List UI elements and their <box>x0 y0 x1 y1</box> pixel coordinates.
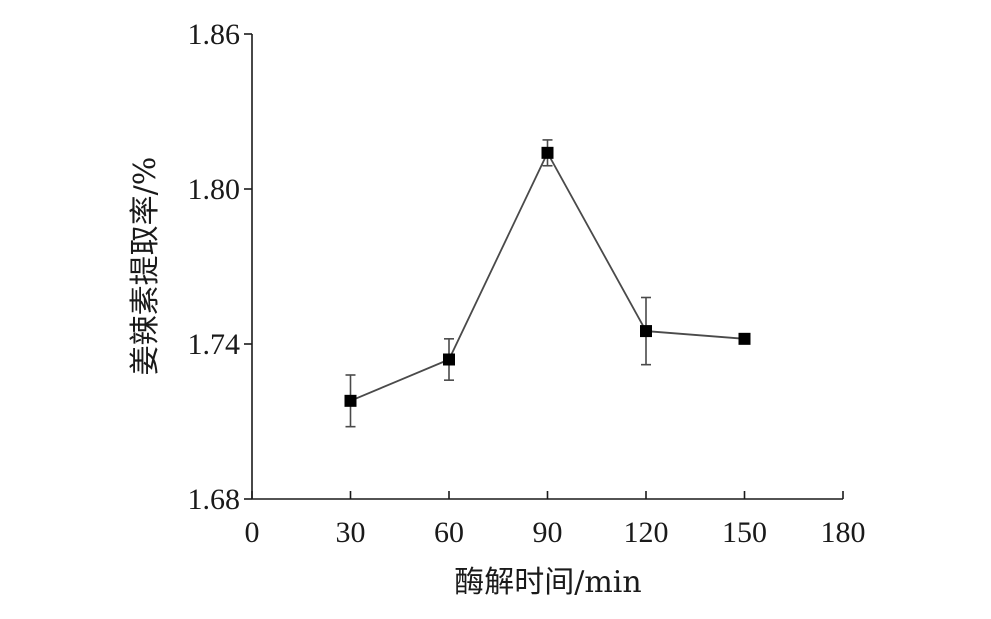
data-point <box>443 353 455 366</box>
x-axis-title: 酶解时间/min <box>454 565 641 600</box>
x-tick-label: 0 <box>245 516 260 549</box>
axes <box>251 34 843 500</box>
data-point <box>344 394 357 407</box>
x-tick-label: 60 <box>434 516 464 549</box>
tick-labels: 1.68 1.74 1.80 1.86 0 30 60 90 120 150 180 <box>188 18 866 549</box>
data-point <box>541 146 554 159</box>
x-tick-label: 90 <box>533 516 563 549</box>
y-tick-label: 1.68 <box>188 483 241 516</box>
ticks <box>244 33 844 500</box>
x-tick-label: 120 <box>624 516 669 549</box>
data-point <box>640 325 652 338</box>
x-tick-label: 180 <box>821 516 866 549</box>
x-tick-label: 30 <box>336 516 366 549</box>
x-tick-label: 150 <box>722 516 767 549</box>
series <box>344 139 751 428</box>
y-tick-label: 1.86 <box>188 18 241 51</box>
y-tick-label: 1.80 <box>188 173 241 206</box>
y-axis-title: 姜辣素提取率/% <box>128 157 163 376</box>
series-line <box>350 150 745 402</box>
data-point <box>738 332 751 345</box>
y-tick-label: 1.74 <box>188 328 241 361</box>
